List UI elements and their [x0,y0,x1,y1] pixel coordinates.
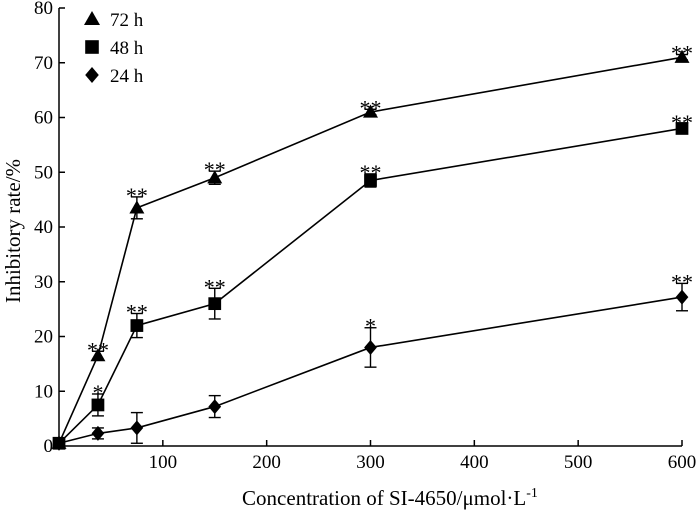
series-square: ********* [52,110,693,450]
triangle-marker [129,200,145,214]
series-line [58,296,683,445]
triangle-marker [363,104,378,118]
significance-label: ** [126,300,148,325]
square-marker [130,319,144,332]
x-axis-title: Concentration of SI-4650/μmol·L-1 [242,486,538,510]
square-marker [364,174,377,187]
legend: 72 h 48 h 24 h [84,10,144,87]
y-tick-label: 50 [34,162,53,183]
x-tick-label: 600 [668,452,697,473]
x-tick-label: 500 [564,452,593,473]
y-tick-label: 70 [34,53,53,74]
axes: 0 10 20 30 40 50 60 70 80 100 200 300 400 500 600 [34,0,696,473]
diamond-marker [85,67,99,83]
significance-label: ** [671,110,693,135]
significance-label: * [365,314,376,339]
diamond-marker [364,339,377,355]
y-tick-label: 30 [34,272,53,293]
legend-label: 72 h [110,10,144,31]
significance-label: ** [671,41,693,66]
square-marker [85,40,99,54]
triangle-marker [84,11,100,25]
significance-label: ** [671,269,693,294]
series-line [58,127,683,444]
significance-label: ** [360,95,382,120]
triangle-marker [90,348,106,362]
series-diamond: *** [52,269,693,451]
diamond-marker [675,289,689,305]
significance-label: ** [204,157,226,182]
x-axis-title-text: Concentration of SI-4650/μmol·L [242,486,526,510]
x-tick-label: 400 [460,452,489,473]
diamond-marker [91,425,105,441]
series: ********************** [51,41,693,451]
y-tick-label: 0 [44,436,54,457]
significance-label: ** [360,160,382,185]
series-triangle: ********** [51,41,693,449]
significance-label: ** [87,337,109,362]
significance-label: ** [204,274,226,299]
square-marker [91,398,105,412]
diamond-marker [52,435,66,451]
triangle-marker [207,170,223,184]
series-line [58,56,683,444]
y-axis-title: Inhibitory rate/% [1,159,25,303]
legend-label: 48 h [110,38,144,59]
diamond-marker [130,420,144,436]
y-tick-label: 60 [34,108,53,129]
significance-label: ** [126,183,148,208]
y-tick-label: 10 [34,381,53,402]
y-tick-label: 80 [34,0,53,19]
y-tick-label: 40 [34,217,53,238]
x-tick-label: 200 [252,452,281,473]
x-tick-label: 300 [356,452,385,473]
x-axis-title-superscript: -1 [526,486,538,501]
diamond-marker [208,399,222,415]
square-marker [675,122,689,135]
significance-label: * [92,380,103,405]
triangle-marker [674,49,690,63]
x-tick-label: 100 [149,452,178,473]
square-marker [208,297,222,311]
y-tick-label: 20 [34,327,53,348]
legend-label: 24 h [110,66,144,87]
